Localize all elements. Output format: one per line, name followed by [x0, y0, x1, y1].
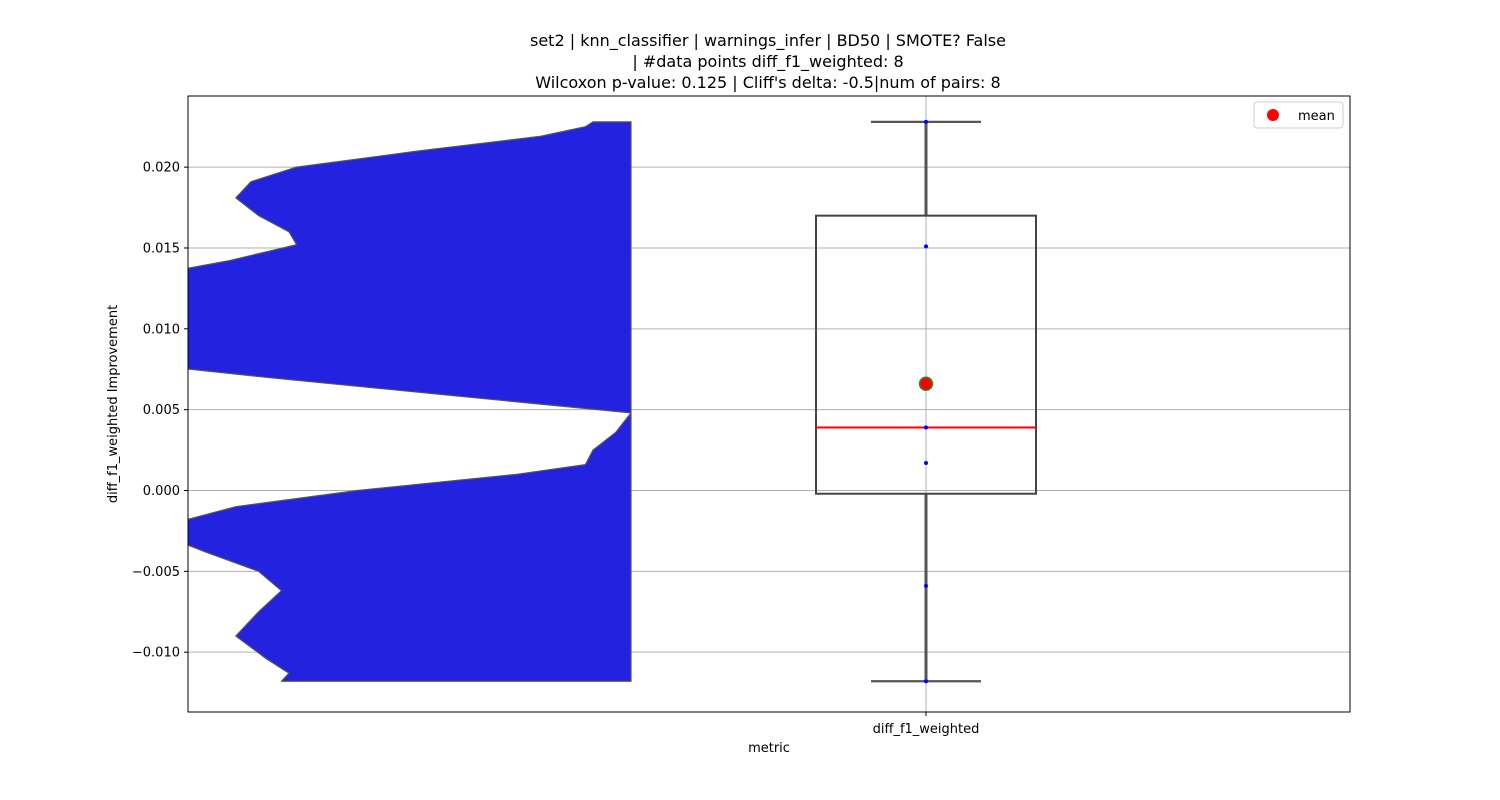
legend-mean-marker: [1267, 109, 1279, 121]
data-point: [924, 425, 928, 430]
data-point: [924, 119, 928, 124]
data-point: [924, 679, 928, 684]
data-point: [924, 244, 928, 249]
mean-marker: [918, 376, 934, 392]
data-point: [924, 583, 928, 588]
data-point: [924, 461, 928, 466]
x-axis-ticks: diff_f1_weighted: [873, 712, 980, 737]
box-iqr: [815, 214, 1037, 495]
data-points: [918, 119, 934, 684]
plot-frame: [187, 95, 1351, 713]
x-tick-label: diff_f1_weighted: [873, 722, 980, 737]
y-tick-label: 0.000: [143, 484, 180, 499]
y-tick-label: 0.005: [143, 403, 180, 418]
violin-layer: [188, 121, 632, 682]
legend-box: [1253, 101, 1344, 129]
violin-body: [188, 121, 632, 682]
y-tick-label: 0.010: [143, 322, 180, 337]
y-tick-label: −0.005: [132, 565, 180, 580]
y-axis-ticks: −0.010 −0.005 0.000 0.005 0.010 0.015 0.020: [132, 161, 188, 661]
y-tick-label: 0.020: [143, 161, 180, 176]
chart-title-line-3: Wilcoxon p-value: 0.125 | Cliff's delta:…: [535, 73, 1000, 92]
chart-title-line-1: set2 | knn_classifier | warnings_infer |…: [530, 31, 1006, 51]
y-axis-label: diff_f1_weighted Improvement: [106, 305, 121, 503]
y-tick-label: 0.015: [143, 241, 180, 256]
legend: mean: [1253, 101, 1344, 129]
y-tick-label: −0.010: [132, 646, 180, 661]
x-axis-label: metric: [748, 741, 790, 756]
legend-mean-label: mean: [1298, 109, 1335, 124]
chart-title-line-2: | #data points diff_f1_weighted: 8: [632, 52, 903, 72]
